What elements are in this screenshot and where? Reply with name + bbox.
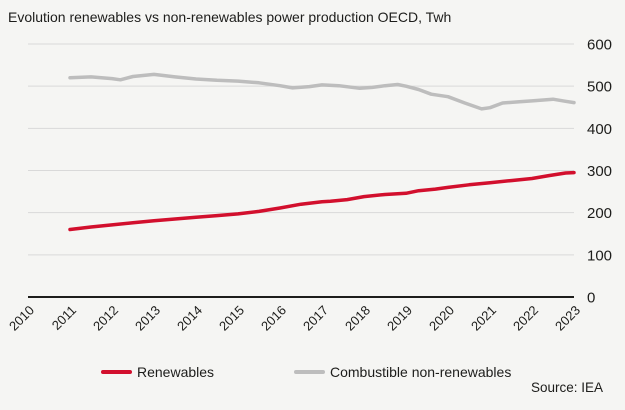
x-axis-tick-label: 2010 [6,303,37,334]
chart-title: Evolution renewables vs non-renewables p… [8,9,452,25]
y-axis-tick-label: 600 [587,37,612,54]
x-axis-tick-label: 2020 [426,303,457,334]
x-axis-tick-label: 2011 [49,303,79,333]
x-axis-tick-label: 2019 [384,303,415,334]
x-axis-tick-label: 2021 [468,303,499,334]
x-axis-tick-label: 2016 [258,303,289,334]
source-note: Source: IEA [530,380,603,395]
series-line-combustible-non-renewables [68,72,576,111]
combustible-line-swatch-icon [294,370,325,374]
x-axis-tick-label: 2015 [216,303,247,334]
x-axis-tick-label: 2013 [132,303,163,334]
legend-item-renewables: Renewables [101,363,214,381]
y-axis-tick-label: 200 [587,205,612,222]
legend-label-combustible: Combustible non-renewables [330,364,512,380]
y-axis-tick-label: 0 [587,290,595,307]
series-line-renewables [68,170,576,232]
y-axis-tick-label: 500 [587,79,612,96]
x-axis-tick-label: 2017 [300,303,331,334]
legend-item-combustible: Combustible non-renewables [294,363,511,381]
y-axis-tick-label: 300 [587,163,612,180]
x-axis-tick-label: 2014 [174,303,205,334]
x-axis-tick-label: 2012 [90,303,121,334]
y-axis-tick-label: 400 [587,121,612,138]
renewables-line-swatch-icon [101,370,132,374]
x-axis-tick-label: 2022 [510,303,541,334]
x-axis-tick-label: 2023 [552,303,583,334]
legend-label-renewables: Renewables [137,364,215,380]
x-axis-tick-label: 2018 [342,303,373,334]
y-axis-tick-label: 100 [587,247,612,264]
chart-legend: Renewables Combustible non-renewables [0,363,625,381]
